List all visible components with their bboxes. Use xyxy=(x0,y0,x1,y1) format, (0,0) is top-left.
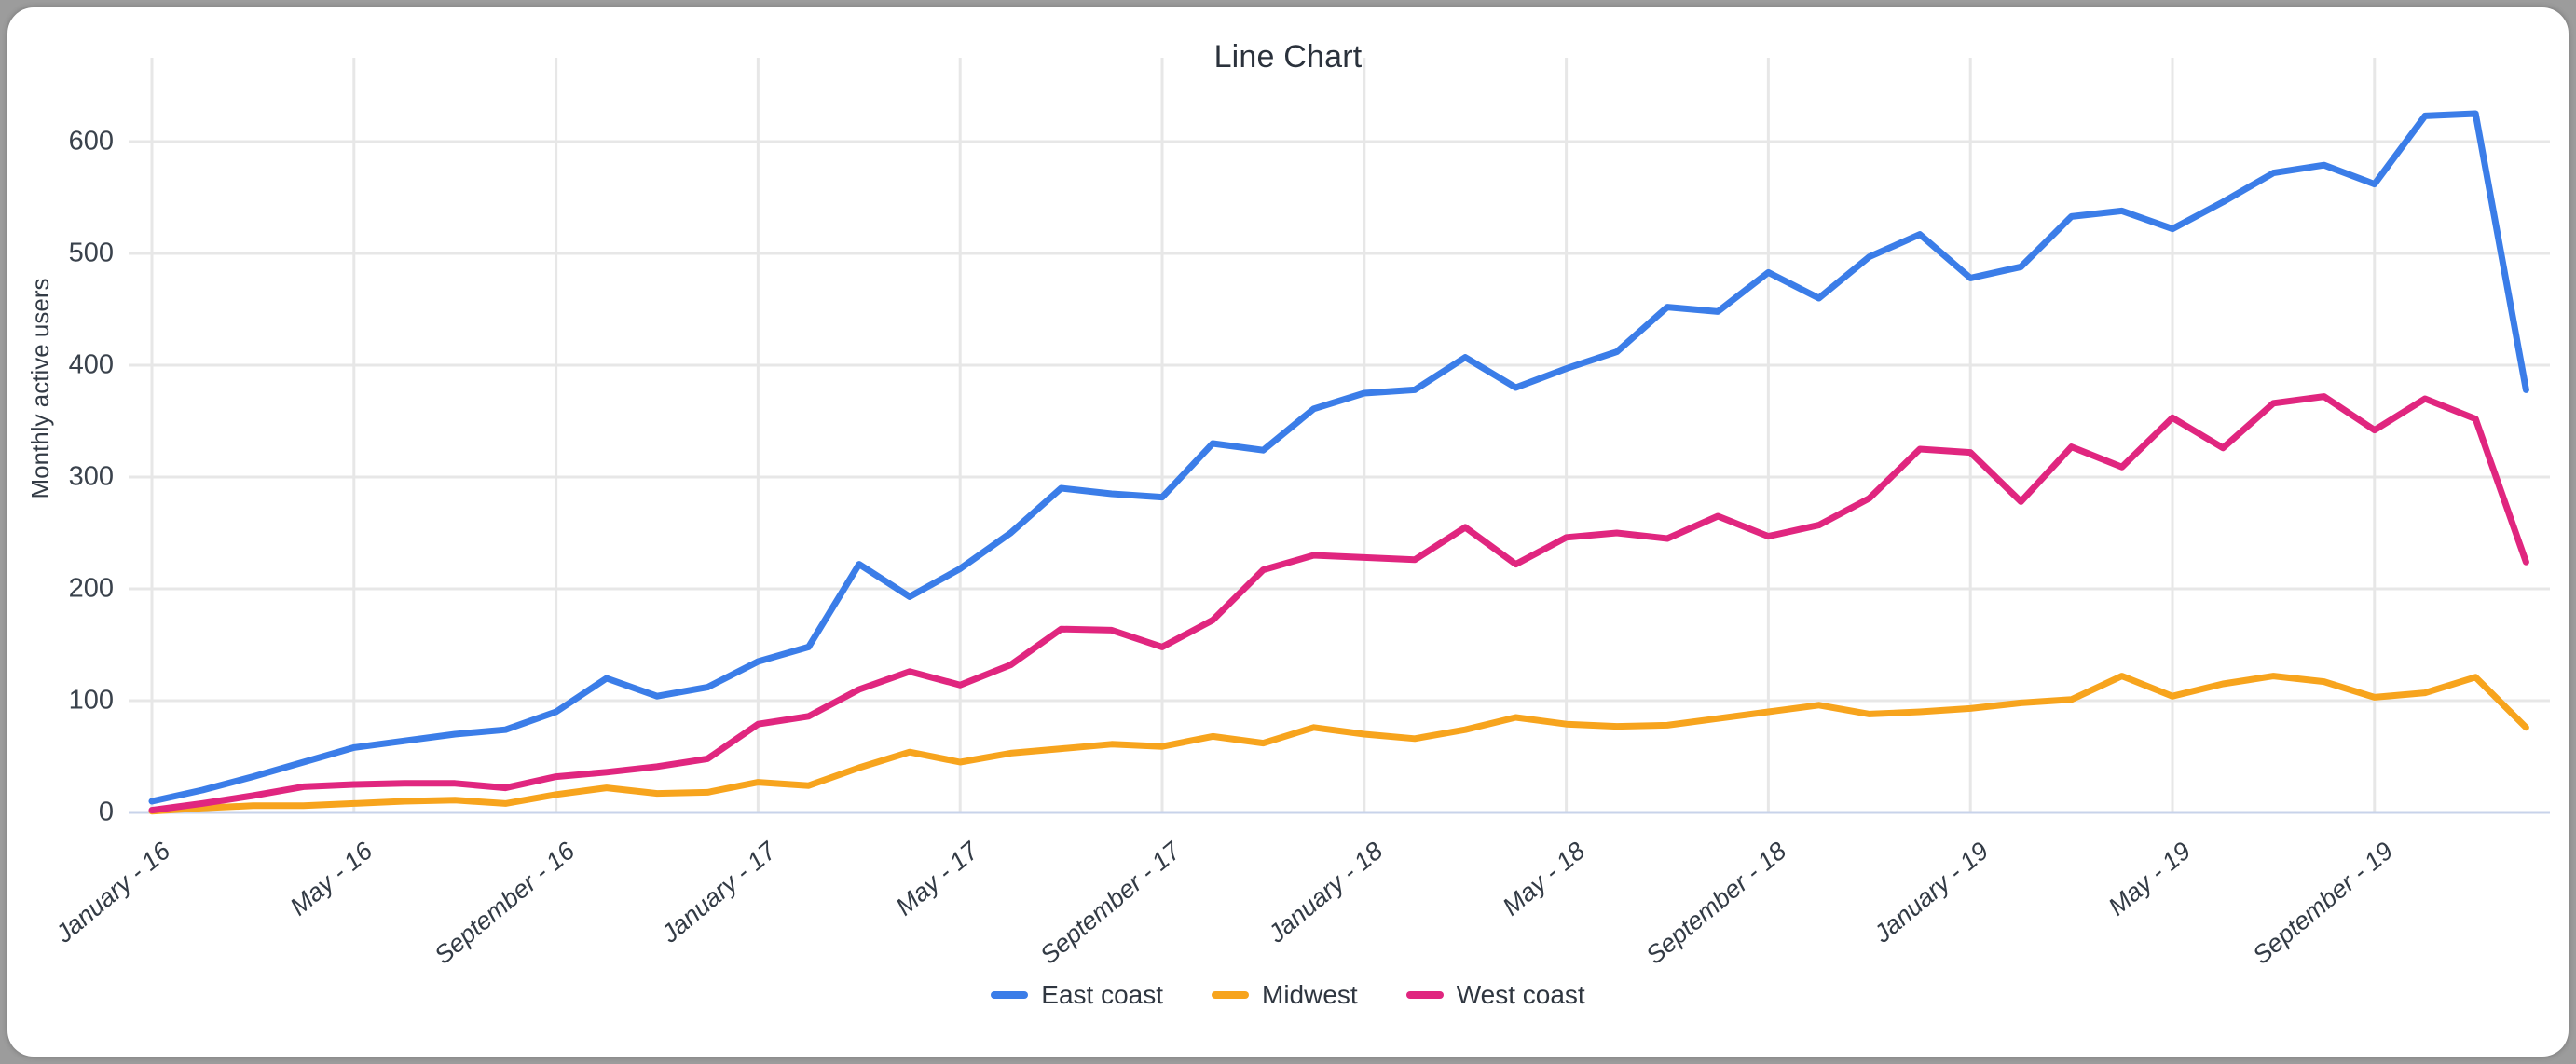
legend-swatch-icon xyxy=(1212,991,1250,999)
legend-label: Midwest xyxy=(1262,980,1358,1009)
legend-label: East coast xyxy=(1041,980,1164,1009)
chart-title: Line Chart xyxy=(1213,39,1363,75)
series-line-west-coast xyxy=(148,393,2529,814)
legend-item-east-coast[interactable]: East coast xyxy=(991,980,1163,1010)
series-line-east-coast xyxy=(148,110,2529,805)
chart-card: Line Chart Monthly active users xyxy=(7,7,2569,1057)
series-line-midwest xyxy=(148,673,2529,815)
y-tick-label-200: 200 xyxy=(68,573,114,604)
y-tick-label-100: 100 xyxy=(68,685,114,716)
legend-item-midwest[interactable]: Midwest xyxy=(1212,980,1358,1010)
legend-swatch-icon xyxy=(991,991,1029,999)
legend-item-west-coast[interactable]: West coast xyxy=(1405,980,1585,1010)
y-tick-label-400: 400 xyxy=(68,349,114,380)
y-tick-label-0: 0 xyxy=(98,797,114,827)
y-tick-label-300: 300 xyxy=(68,461,114,492)
y-tick-label-500: 500 xyxy=(68,238,114,268)
y-tick-label-600: 600 xyxy=(68,126,114,157)
chart-legend: East coast Midwest West coast xyxy=(0,980,2576,1010)
legend-swatch-icon xyxy=(1405,991,1444,999)
legend-label: West coast xyxy=(1456,980,1585,1009)
